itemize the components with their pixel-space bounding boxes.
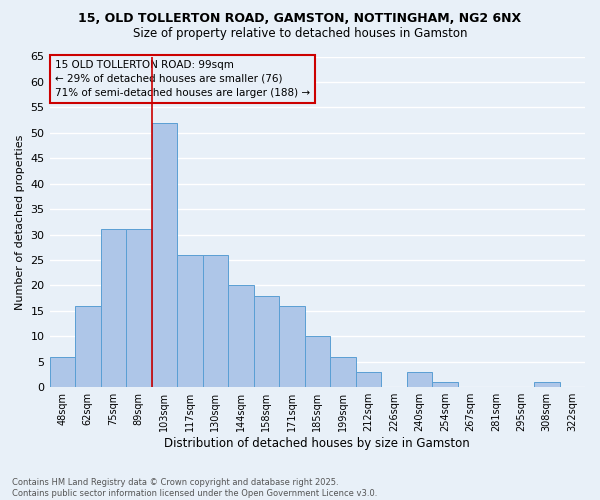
Bar (407, 372, 432, 387)
Bar (305, 336, 330, 387)
Text: 15 OLD TOLLERTON ROAD: 99sqm
← 29% of detached houses are smaller (76)
71% of se: 15 OLD TOLLERTON ROAD: 99sqm ← 29% of de… (55, 60, 310, 98)
Bar (126, 230, 152, 387)
Bar (432, 382, 458, 387)
Bar (101, 230, 126, 387)
Bar (534, 382, 560, 387)
Bar (254, 296, 279, 387)
Bar (177, 255, 203, 387)
X-axis label: Distribution of detached houses by size in Gamston: Distribution of detached houses by size … (164, 437, 470, 450)
Bar (50, 356, 75, 387)
Text: 15, OLD TOLLERTON ROAD, GAMSTON, NOTTINGHAM, NG2 6NX: 15, OLD TOLLERTON ROAD, GAMSTON, NOTTING… (79, 12, 521, 26)
Bar (356, 372, 381, 387)
Bar (152, 122, 177, 387)
Bar (75, 306, 101, 387)
Text: Contains HM Land Registry data © Crown copyright and database right 2025.
Contai: Contains HM Land Registry data © Crown c… (12, 478, 377, 498)
Y-axis label: Number of detached properties: Number of detached properties (15, 134, 25, 310)
Bar (203, 255, 228, 387)
Bar (279, 306, 305, 387)
Bar (330, 356, 356, 387)
Text: Size of property relative to detached houses in Gamston: Size of property relative to detached ho… (133, 28, 467, 40)
Bar (228, 286, 254, 387)
